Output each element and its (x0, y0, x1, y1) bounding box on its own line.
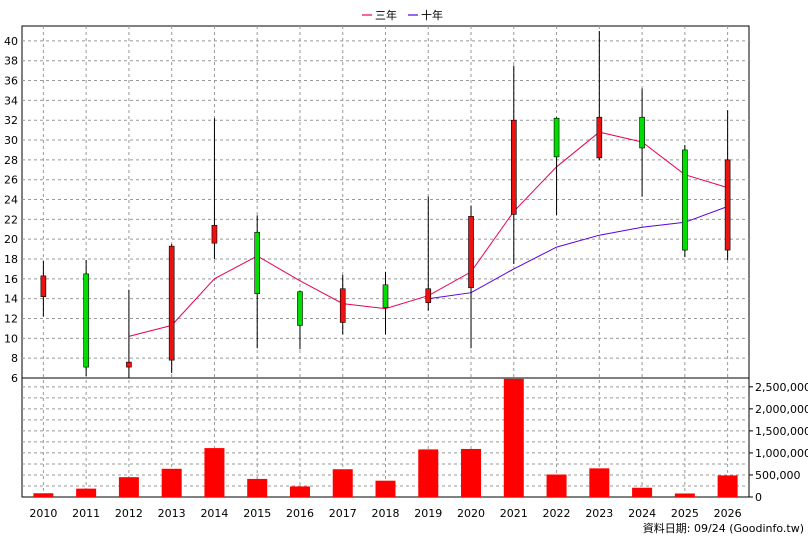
price-tick-label: 32 (4, 114, 18, 127)
candle-body (126, 361, 132, 368)
candle-body (211, 225, 218, 244)
legend-label: 三年 (375, 8, 397, 22)
candle-body (168, 245, 175, 361)
x-tick-label: 2017 (329, 507, 357, 520)
x-axis: 2010 2011 2012 2013 2014 2015 2016 2017 2018 2019… (29, 507, 741, 520)
volume-bar (632, 487, 653, 497)
volume-tick-label: 2,500,000 (755, 381, 808, 394)
volume-bar (33, 493, 54, 497)
volume-tick-label: 1,500,000 (755, 425, 808, 438)
volume-tick-label: 1,000,000 (755, 447, 808, 460)
x-tick-label: 2020 (457, 507, 485, 520)
volume-bar (717, 475, 738, 497)
price-tick-label: 16 (4, 273, 18, 286)
candle-body (596, 116, 603, 159)
volume-panel: 0 500,000 1,000,000 1,500,000 2,000,000 2,500… (21, 377, 808, 504)
x-tick-label: 2011 (72, 507, 100, 520)
candle-body (425, 288, 432, 303)
candle-body (468, 216, 474, 289)
volume-bar (247, 478, 268, 497)
volume-bar (161, 468, 182, 497)
legend-label: 十年 (421, 8, 443, 22)
volume-bar (76, 488, 97, 497)
candle-body (40, 275, 47, 297)
volume-bar (674, 493, 695, 497)
price-tick-label: 26 (4, 174, 18, 187)
x-tick-label: 2016 (286, 507, 314, 520)
candle-body (682, 149, 688, 251)
x-tick-label: 2025 (671, 507, 699, 520)
ma-line-ten-year (428, 206, 728, 300)
price-tick-label: 6 (11, 372, 18, 385)
price-tick-label: 10 (4, 332, 18, 345)
volume-bar (118, 477, 139, 497)
volume-bar (204, 448, 225, 497)
x-tick-label: 2024 (628, 507, 656, 520)
candle-body (553, 117, 560, 158)
candle-body (639, 116, 645, 149)
price-tick-label: 18 (4, 253, 18, 266)
x-tick-label: 2010 (29, 507, 57, 520)
x-tick-label: 2014 (200, 507, 228, 520)
volume-bar (332, 469, 353, 497)
x-tick-label: 2019 (414, 507, 442, 520)
price-tick-label: 30 (4, 134, 18, 147)
volume-bar (503, 378, 524, 497)
x-tick-label: 2021 (500, 507, 528, 520)
price-panel: 6 8 10 12 14 16 18 20 22 24 26 28 30 32 34 36 38 40 (4, 25, 750, 497)
volume-tick-label: 0 (755, 491, 762, 504)
candle-body (382, 284, 389, 308)
x-tick-label: 2015 (243, 507, 271, 520)
volume-tick-label: 500,000 (755, 469, 801, 482)
candle-body (297, 291, 303, 326)
price-tick-label: 36 (4, 75, 18, 88)
price-tick-label: 20 (4, 233, 18, 246)
volume-bar (418, 449, 439, 497)
x-tick-label: 2022 (543, 507, 571, 520)
volume-bar (589, 468, 610, 497)
price-tick-label: 8 (11, 352, 18, 365)
price-tick-label: 22 (4, 213, 18, 226)
volume-tick-label: 2,000,000 (755, 403, 808, 416)
candle-body (339, 288, 346, 323)
legend: 三年 十年 (362, 8, 443, 22)
x-tick-label: 2012 (115, 507, 143, 520)
price-tick-label: 12 (4, 313, 18, 326)
volume-bar (546, 474, 567, 497)
x-tick-label: 2018 (372, 507, 400, 520)
candle-body (510, 119, 517, 215)
footer-credit: 資料日期: 09/24 (Goodinfo.tw) (643, 521, 804, 535)
candle-body (724, 159, 731, 251)
volume-bar (289, 486, 310, 497)
price-tick-label: 28 (4, 154, 18, 167)
x-tick-label: 2026 (714, 507, 742, 520)
price-tick-label: 34 (4, 94, 18, 107)
volume-bar (375, 480, 396, 497)
price-tick-label: 24 (4, 194, 18, 207)
candle-body (83, 273, 89, 368)
price-tick-label: 14 (4, 293, 18, 306)
x-tick-label: 2023 (585, 507, 613, 520)
price-tick-label: 38 (4, 55, 18, 68)
candle-body (254, 231, 261, 295)
x-tick-label: 2013 (158, 507, 186, 520)
price-tick-label: 40 (4, 35, 18, 48)
volume-bar (461, 448, 482, 497)
